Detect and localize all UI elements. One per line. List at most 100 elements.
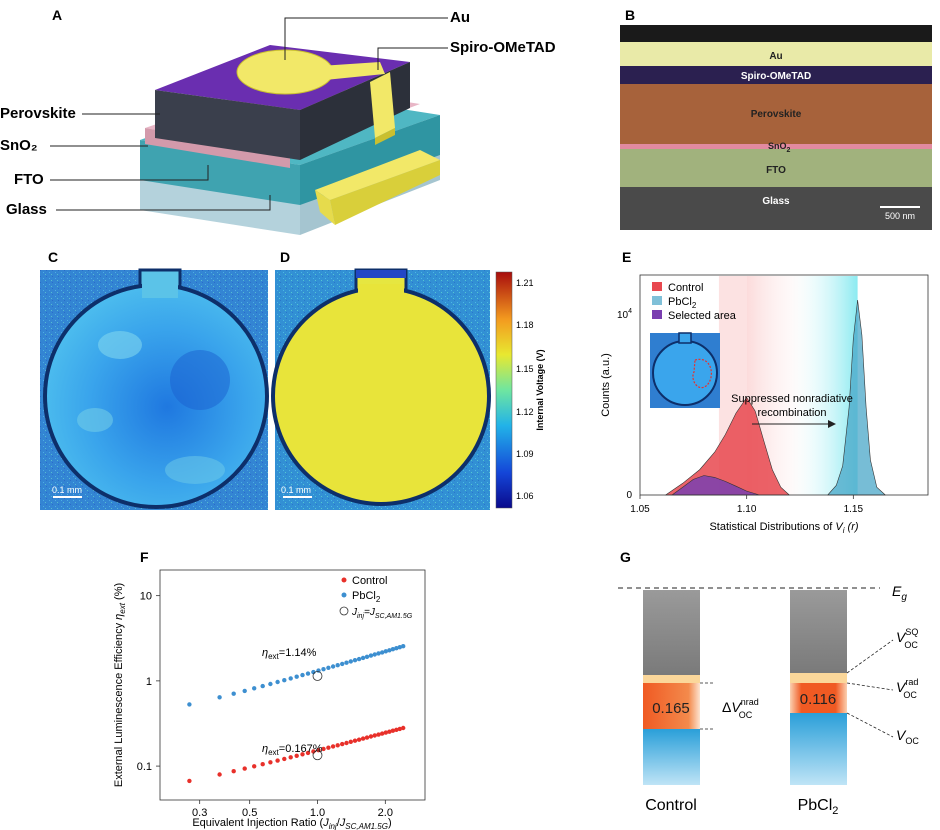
x-tick-label: 1.0 (310, 807, 325, 819)
label-spiro: Spiro-OMeTAD (450, 39, 556, 56)
panel-d: D 0.1 mm 1.21 1.18 1.15 1.12 1.09 1.06 I… (271, 249, 545, 510)
point-control (311, 749, 316, 754)
point-control (275, 758, 280, 763)
point-control (368, 734, 374, 739)
point-pbcl2 (275, 679, 280, 685)
point-control (300, 752, 305, 757)
legend-label-control: Control (352, 575, 387, 587)
point-control (376, 732, 381, 737)
legend-marker-pbcl2 (341, 592, 347, 598)
control-label: Control (645, 797, 697, 814)
y-tick-label: 0.1 (137, 761, 152, 773)
control-nrad-block (643, 683, 700, 729)
point-control (401, 725, 406, 731)
point-control (360, 736, 366, 741)
legend-label-selected: Selected area (668, 310, 737, 322)
colorbar-tick: 1.15 (516, 364, 534, 374)
point-control (260, 762, 265, 767)
point-pbcl2 (330, 664, 336, 669)
panel-a: A Au Spiro-OMeTAD Perovskite SnO₂ (0, 7, 556, 235)
point-control (282, 756, 287, 762)
point-pbcl2 (187, 702, 192, 707)
sem-label-fto: FTO (766, 165, 786, 176)
label-perovskite: Perovskite (0, 105, 76, 122)
point-control (394, 727, 399, 732)
x-tick-label: 1.10 (737, 504, 757, 515)
legend-swatch-pbcl2 (652, 296, 662, 305)
point-pbcl2 (401, 644, 406, 649)
point-pbcl2 (383, 649, 388, 654)
legend-label-highlight: Jinj=JSC,AM1.5G (351, 607, 413, 620)
legend-label-pbcl2: PbCl2 (668, 296, 697, 310)
sem-glass-layer (620, 187, 932, 230)
sem-label-glass: Glass (762, 196, 790, 207)
x-tick-label: 1.05 (630, 504, 650, 515)
series-area-control (664, 396, 791, 496)
point-control (326, 745, 331, 750)
panel-g: G Eg 0.165 0.116 ΔVnrad OC VSQ OC Vrad OC V… (618, 549, 919, 817)
chart-e-arrowhead (828, 420, 836, 428)
point-control (340, 741, 345, 747)
point-pbcl2 (360, 655, 366, 661)
point-control (383, 730, 388, 735)
point-control (364, 735, 370, 740)
point-pbcl2 (282, 678, 287, 683)
colorbar-title: Internal Voltage (V) (535, 349, 545, 430)
colorbar-tick: 1.09 (516, 449, 534, 459)
chart-e-xlabel: Statistical Distributions of Vi (r) (709, 521, 858, 535)
point-control (252, 764, 257, 769)
chart-e-ylabel: Counts (a.u.) (600, 353, 612, 417)
x-tick-label: 2.0 (378, 807, 393, 819)
chart-e-annotation-2: recombination (757, 407, 826, 419)
colorbar-ticks: 1.21 1.18 1.15 1.12 1.09 1.06 (516, 278, 534, 501)
panel-f: F External Luminescence Efficiency Δηext… (113, 549, 426, 830)
panel-letter-d: D (280, 249, 290, 265)
point-control (217, 772, 222, 777)
point-pbcl2 (348, 659, 353, 664)
point-control (268, 760, 273, 765)
sem-spiro-layer (620, 66, 932, 84)
y-tick-label: 1 (146, 676, 152, 688)
panel-b: B Au Spiro-OMeTAD Perovskite SnO2 FTO Gl… (620, 7, 932, 230)
point-control (288, 755, 293, 760)
eg-label: Eg (892, 583, 907, 603)
label-fto: FTO (14, 171, 44, 188)
chart-e-annotation: Suppressed nonradiative (731, 393, 853, 405)
map-c-electrode (43, 283, 269, 509)
pbcl2-nrad-block (790, 683, 847, 713)
point-pbcl2 (326, 665, 331, 670)
point-pbcl2 (372, 652, 377, 657)
map-d-scalebar-label: 0.1 mm (281, 485, 311, 495)
point-pbcl2 (231, 691, 236, 696)
chart-f-xlabel: Equivalent Injection Ratio (Jinj/JSC,AM1… (192, 817, 391, 830)
chart-e-inset-map (650, 332, 720, 408)
point-pbcl2 (252, 686, 257, 691)
chart-f-frame (159, 569, 426, 801)
point-control (187, 778, 192, 784)
sem-label-perovskite: Perovskite (751, 109, 802, 120)
pbcl2-nrad-value: 0.116 (800, 691, 836, 708)
point-pbcl2 (321, 667, 326, 672)
point-control (372, 733, 377, 738)
pbcl2-bar: 0.116 (790, 590, 847, 785)
legend-marker-highlight (339, 606, 349, 616)
highlight-marker (312, 750, 323, 761)
chart-e-frame (639, 274, 929, 496)
point-pbcl2 (288, 676, 293, 681)
point-control (330, 744, 336, 749)
point-control (352, 738, 358, 743)
chart-f-annot-pbcl2: ηext=1.14% (262, 647, 317, 661)
colorbar-tick: 1.18 (516, 320, 534, 330)
colorbar-tick: 1.21 (516, 278, 534, 288)
point-control (335, 743, 340, 748)
x-tick-label: 0.5 (242, 807, 257, 819)
point-pbcl2 (294, 674, 299, 679)
point-pbcl2 (217, 695, 222, 700)
chart-e-ytick: 0 (626, 490, 632, 501)
sem-au-layer (620, 42, 932, 66)
point-control (242, 766, 247, 771)
point-pbcl2 (344, 660, 349, 665)
control-bar: 0.165 (643, 590, 700, 785)
chart-e-ytick: 104 (617, 308, 632, 321)
